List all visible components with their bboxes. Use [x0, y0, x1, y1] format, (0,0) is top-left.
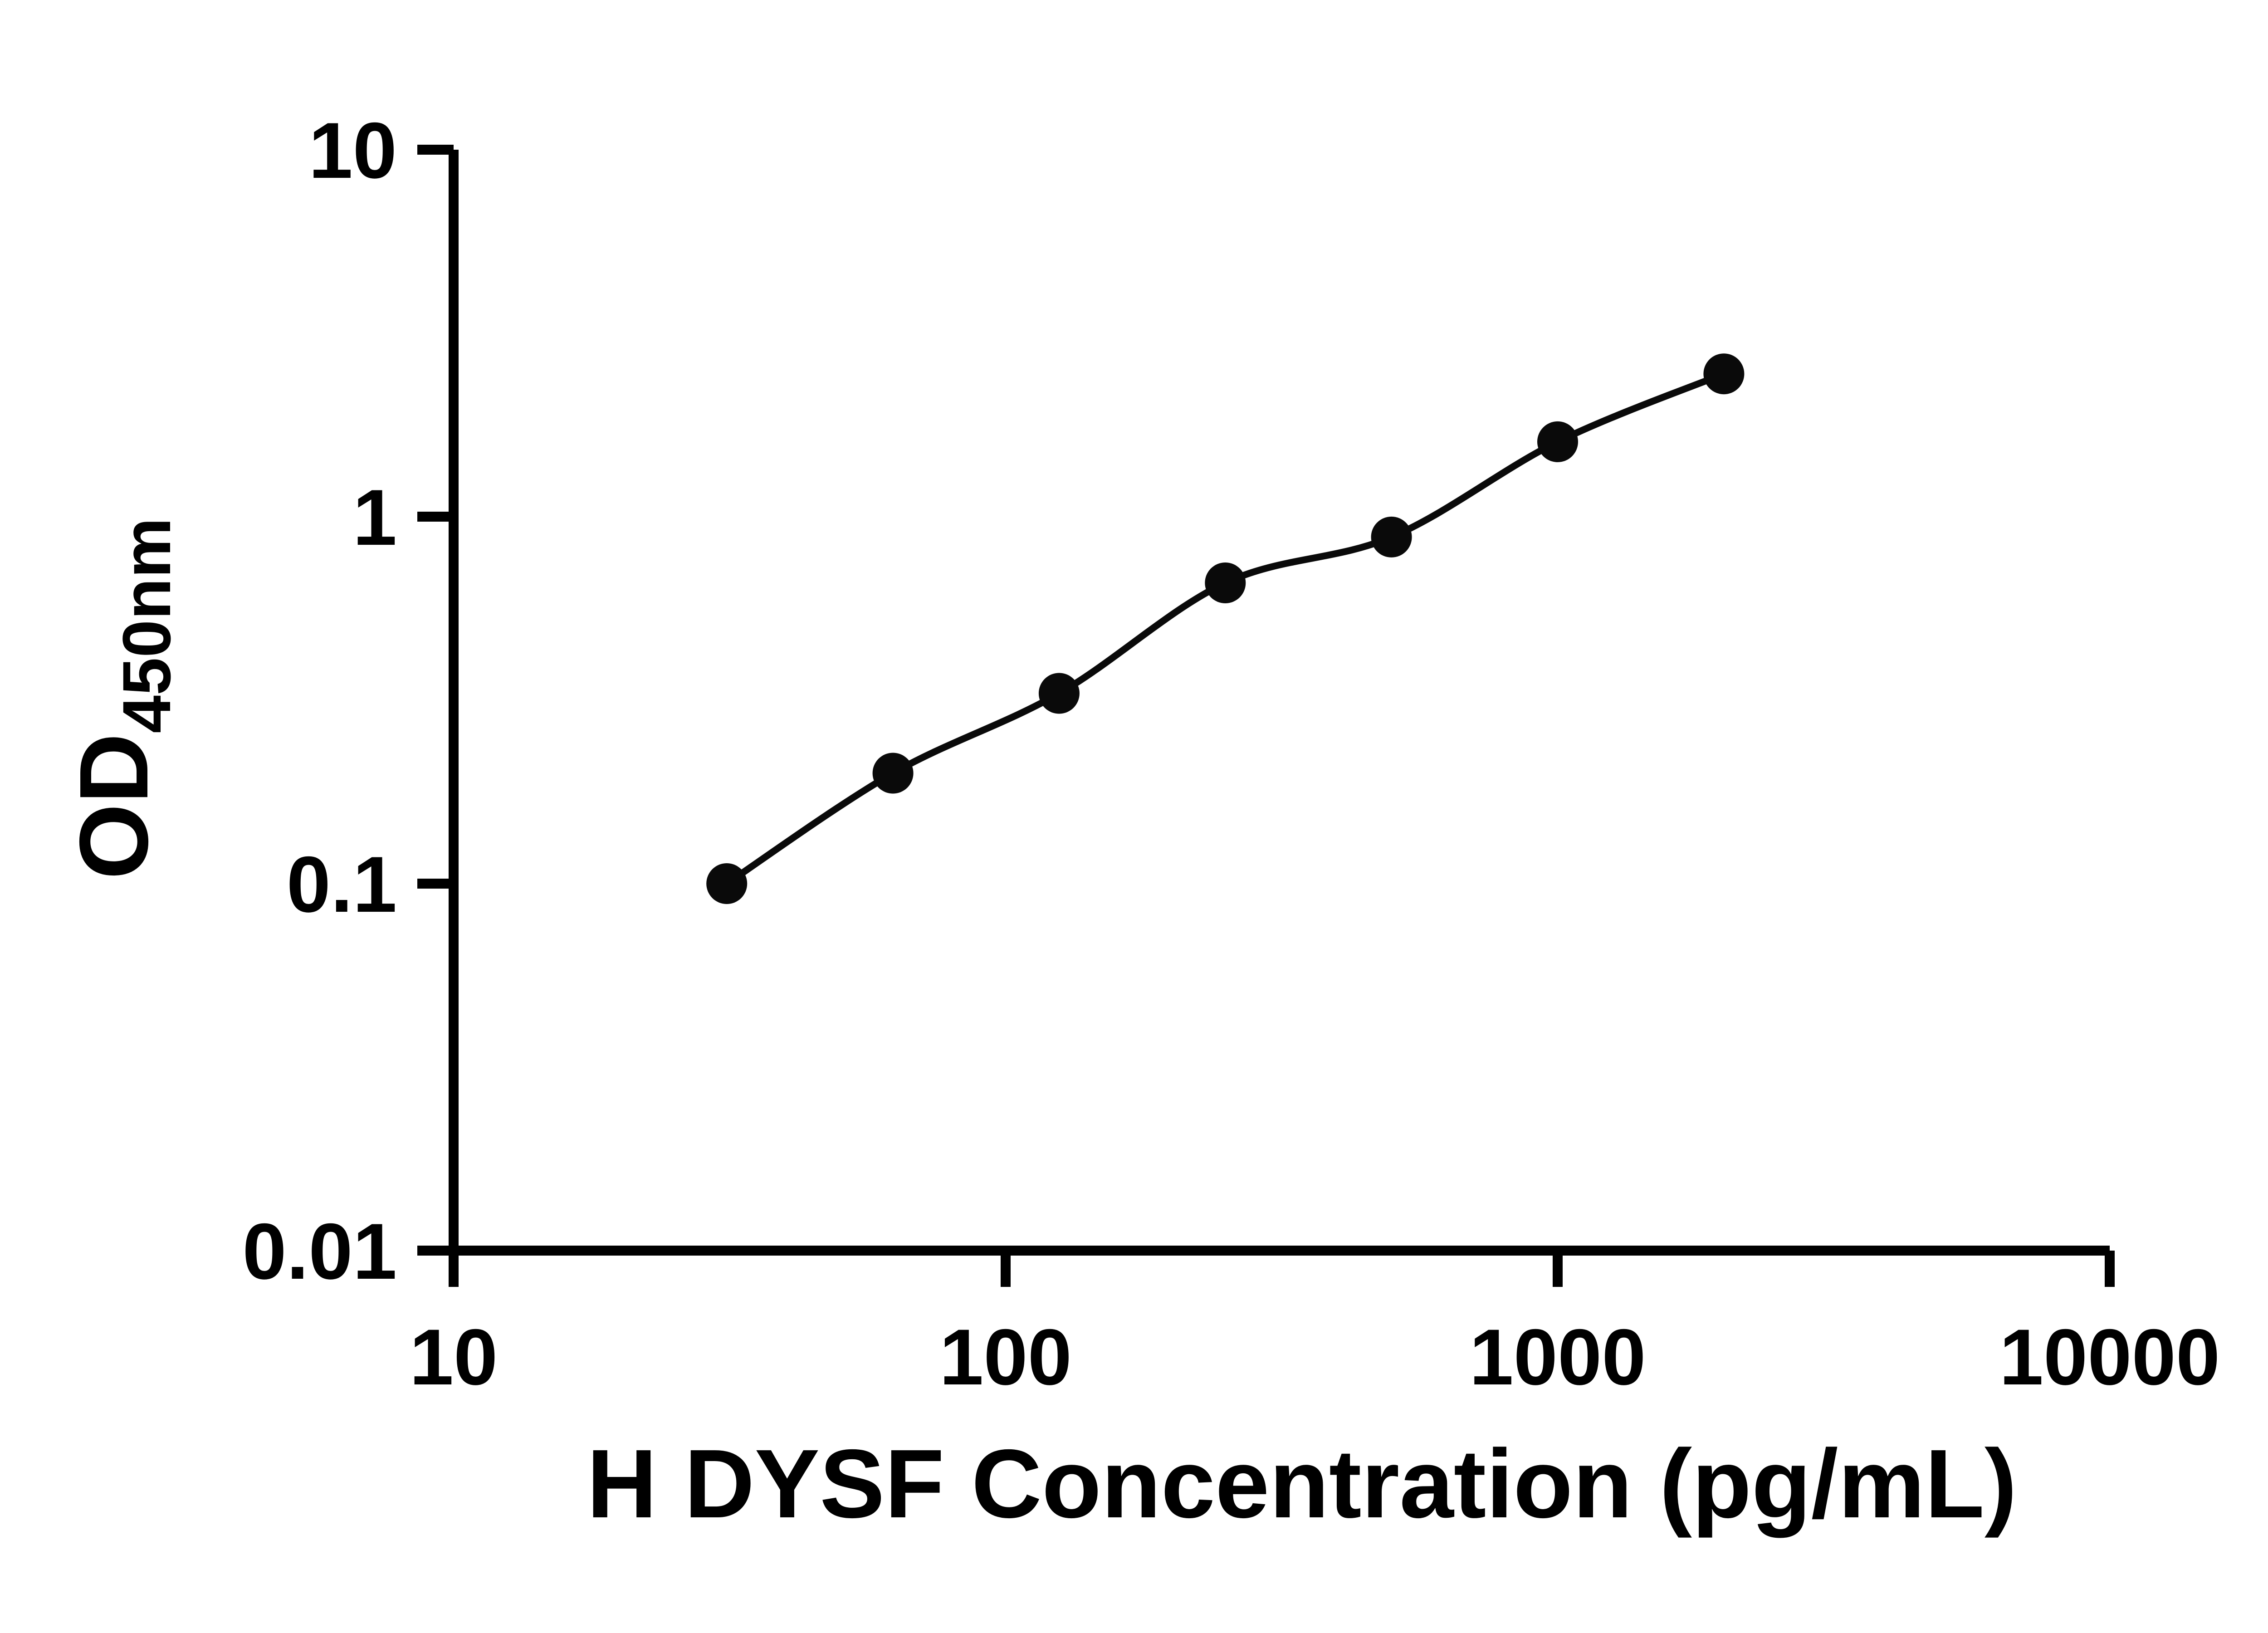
- x-tick-label: 100: [939, 1313, 1072, 1402]
- x-tick-label: 10000: [1999, 1313, 2220, 1402]
- x-tick-label: 1000: [1469, 1313, 1646, 1402]
- data-point: [1038, 673, 1080, 714]
- x-tick-label: 10: [410, 1313, 498, 1402]
- tick-labels: 10 100 1000 10000 0.01 0.1 1 10: [242, 107, 2220, 1402]
- axes: [449, 150, 2110, 1256]
- y-tick-label: 0.01: [242, 1208, 397, 1296]
- data-point: [1205, 562, 1246, 603]
- data-point: [872, 753, 914, 794]
- data-point: [1371, 516, 1412, 557]
- y-tick-label: 10: [308, 107, 397, 195]
- y-tick-label: 1: [353, 474, 397, 562]
- x-axis-title: H DYSF Concentration (pg/mL): [587, 1429, 2017, 1538]
- data-point: [1537, 421, 1578, 462]
- y-axis-title-main: OD: [59, 733, 168, 880]
- tick-marks: [417, 145, 2115, 1287]
- data-series: [706, 353, 1745, 904]
- y-tick-label: 0.1: [287, 841, 397, 929]
- data-point: [706, 863, 748, 904]
- y-axis-title-sub: 450nm: [108, 518, 185, 733]
- axis-lines: [449, 150, 2110, 1256]
- data-point: [1703, 353, 1745, 395]
- y-axis-title: OD450nm: [59, 518, 185, 880]
